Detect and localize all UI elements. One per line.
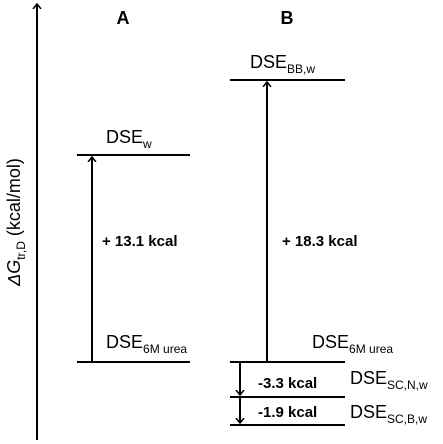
level-subscript: 6M urea	[349, 342, 393, 356]
axis-subscript: tr,D	[14, 241, 28, 260]
level-label: DSESC,N,w	[350, 368, 428, 392]
axis-label: ΔGtr,D (kcal/mol)	[4, 158, 28, 287]
level-label: DSEw	[106, 127, 152, 151]
level-subscript: BB,w	[287, 62, 315, 76]
level-label: DSESC,B,w	[350, 402, 427, 426]
level-name: DSE	[106, 127, 143, 147]
column-title: A	[117, 8, 130, 28]
level-name: DSE	[250, 52, 287, 72]
level-label: DSE6M urea	[312, 332, 393, 356]
level-name: DSE	[106, 332, 143, 352]
axis-symbol: ΔG	[4, 260, 24, 287]
level-label: DSEBB,w	[250, 52, 315, 76]
arrow-label: -3.3 kcal	[258, 375, 317, 392]
level-subscript: w	[142, 137, 152, 151]
axis-unit: (kcal/mol)	[4, 158, 24, 241]
arrow-label: + 13.1 kcal	[102, 233, 177, 250]
level-subscript: SC,B,w	[387, 412, 427, 426]
level-name: DSE	[350, 402, 387, 422]
arrow-label: + 18.3 kcal	[282, 233, 357, 250]
column-title: B	[281, 8, 294, 28]
level-name: DSE	[312, 332, 349, 352]
level-subscript: SC,N,w	[387, 378, 428, 392]
level-name: DSE	[350, 368, 387, 388]
level-subscript: 6M urea	[143, 342, 187, 356]
level-label: DSE6M urea	[106, 332, 187, 356]
arrow-label: -1.9 kcal	[258, 404, 317, 421]
